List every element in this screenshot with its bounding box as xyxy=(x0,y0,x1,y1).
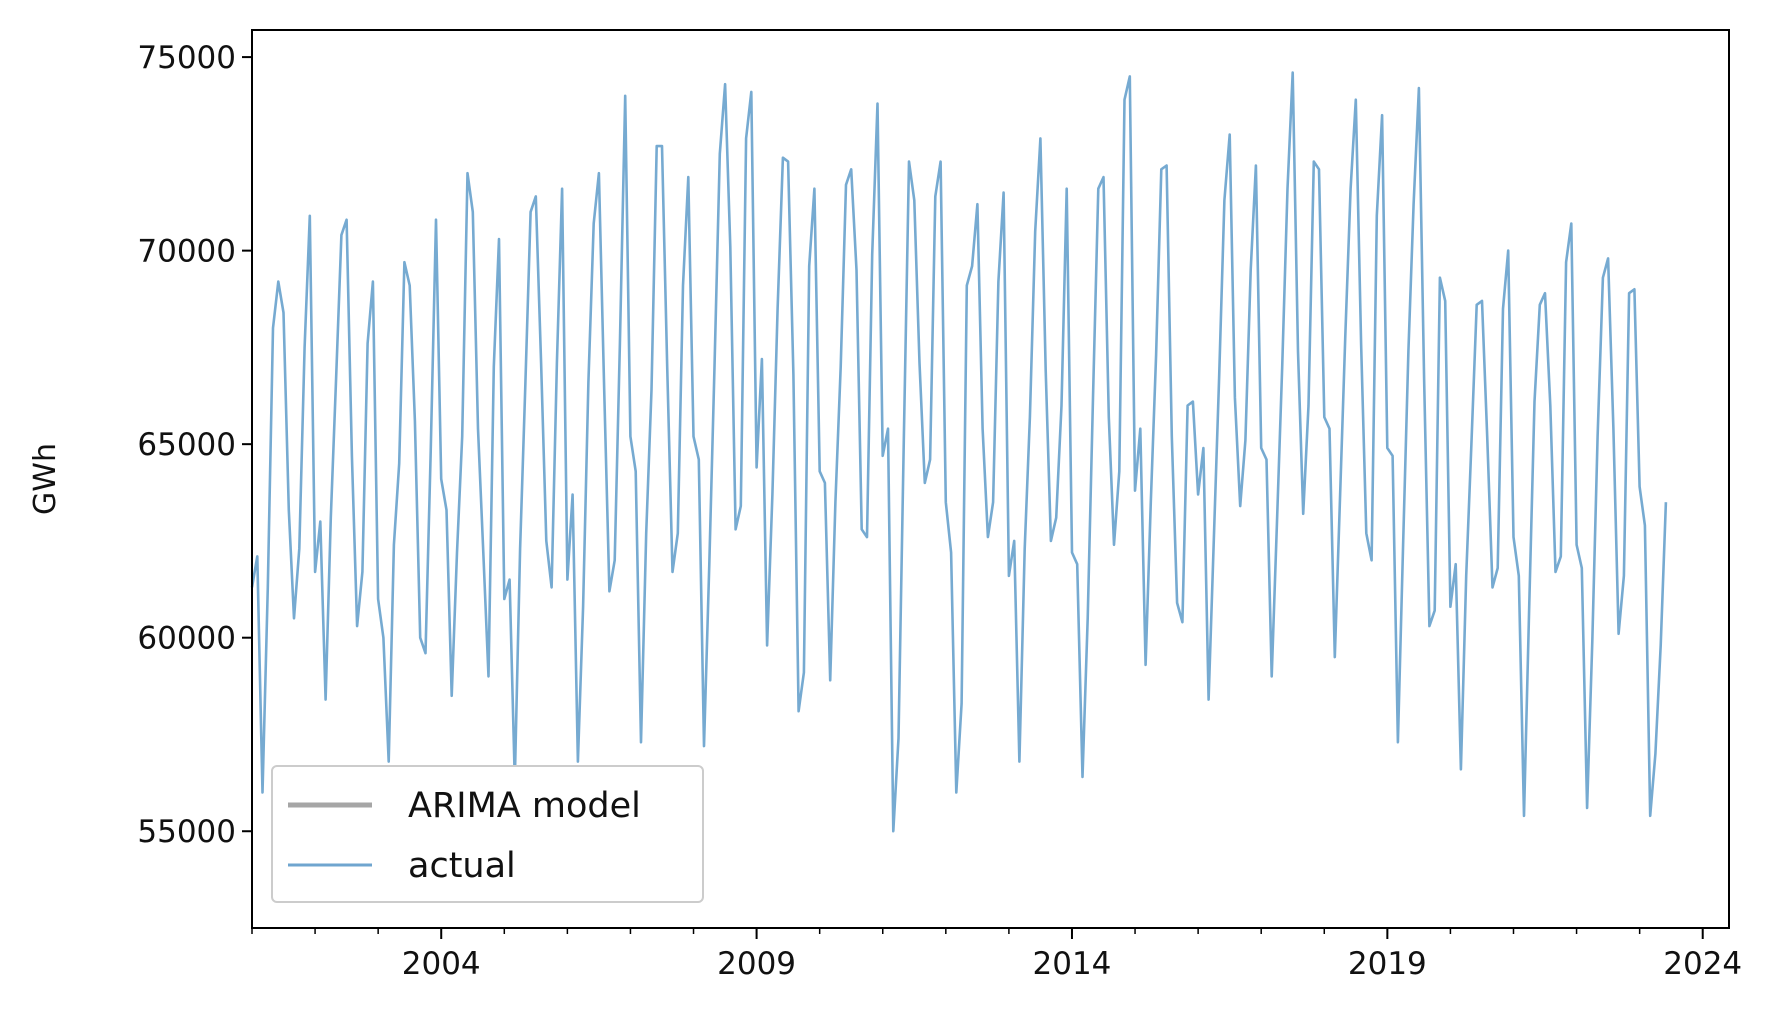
x-tick-label: 2024 xyxy=(1663,946,1742,982)
axes-layer: 55000 60000 65000 70000 75000 2004 2009 2014 201… xyxy=(137,40,1742,982)
y-tick-label: 60000 xyxy=(137,621,236,657)
x-tick-label: 2014 xyxy=(1033,946,1112,982)
series-line-actual xyxy=(250,71,1668,833)
legend: ARIMA model actual xyxy=(271,765,704,903)
legend-box xyxy=(271,765,704,903)
plot-frame xyxy=(251,29,1730,929)
y-tick-label: 75000 xyxy=(137,40,236,76)
y-tick-label: 55000 xyxy=(137,814,236,850)
x-tick-label: 2009 xyxy=(717,946,796,982)
series-layer xyxy=(250,71,1668,833)
x-tick-label: 2004 xyxy=(402,946,481,982)
x-tick-label: 2019 xyxy=(1348,946,1427,982)
legend-label-arima-model: ARIMA model xyxy=(408,786,641,826)
y-tick-label: 70000 xyxy=(137,234,236,270)
y-tick-label: 65000 xyxy=(137,427,236,463)
legend-label-actual: actual xyxy=(408,846,516,886)
y-axis-title: GWh xyxy=(28,443,63,515)
